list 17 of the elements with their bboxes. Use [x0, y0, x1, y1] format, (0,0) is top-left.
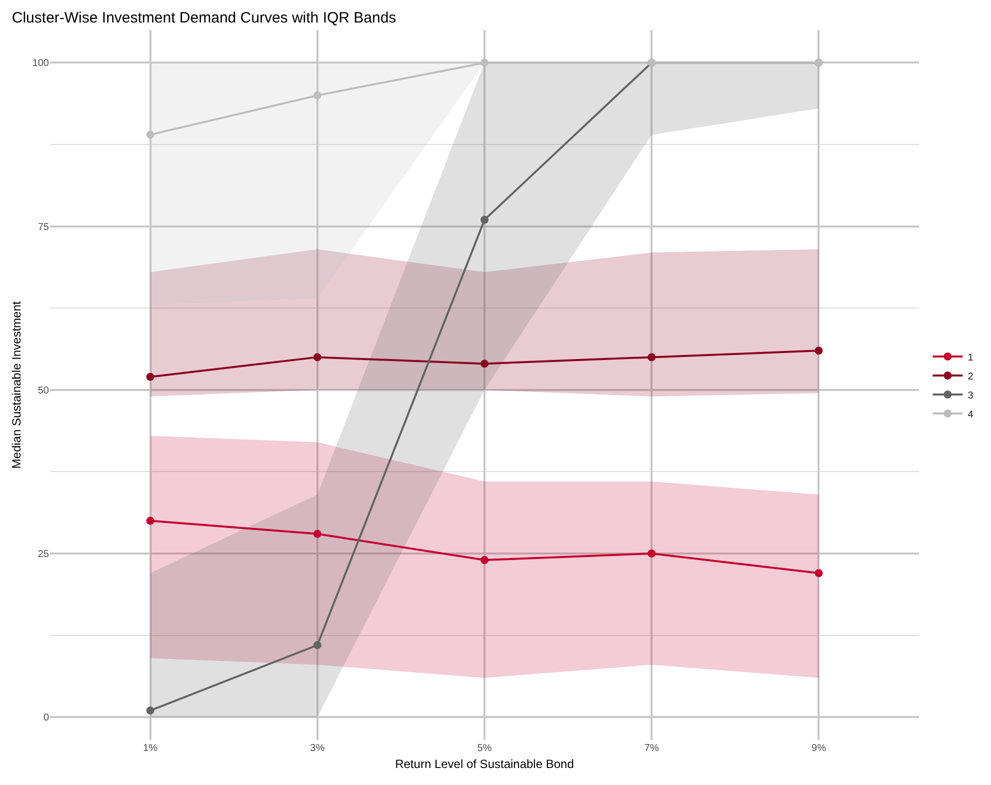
x-tick-label: 1%: [143, 743, 158, 754]
y-tick-label: 50: [38, 385, 50, 396]
chart-title: Cluster-Wise Investment Demand Curves with IQR Bands: [12, 9, 396, 26]
x-axis-title: Return Level of Sustainable Bond: [395, 756, 574, 771]
y-axis-title: Median Sustainable Investment: [10, 300, 24, 469]
y-tick-label: 0: [43, 712, 50, 724]
x-tick-label: 5%: [477, 743, 492, 754]
x-tick-label: 7%: [644, 743, 659, 754]
y-tick-label: 25: [38, 549, 50, 560]
y-tick-label: 100: [32, 58, 50, 70]
x-tick-label: 9%: [812, 743, 826, 754]
legend-label: 3: [968, 390, 974, 402]
legend-label: 1: [968, 352, 974, 364]
legend-label: 2: [968, 371, 974, 382]
y-tick-label: 75: [38, 222, 50, 233]
x-tick-label: 3%: [310, 743, 325, 754]
legend-label: 4: [968, 409, 974, 420]
